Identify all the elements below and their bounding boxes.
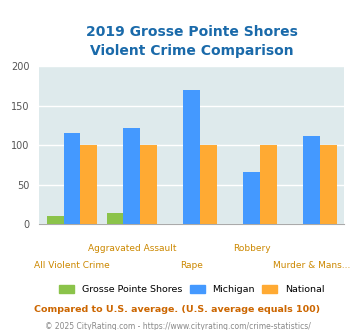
Bar (183, 90, 200, 224)
Bar (64, 133, 80, 224)
Bar (260, 145, 277, 224)
Bar (243, 172, 260, 224)
Text: All Violent Crime: All Violent Crime (34, 260, 110, 270)
Text: © 2025 CityRating.com - https://www.cityrating.com/crime-statistics/: © 2025 CityRating.com - https://www.city… (45, 322, 310, 330)
Text: Robbery: Robbery (233, 244, 271, 253)
Legend: Grosse Pointe Shores, Michigan, National: Grosse Pointe Shores, Michigan, National (59, 284, 324, 294)
Text: Aggravated Assault: Aggravated Assault (88, 244, 176, 253)
Bar (303, 136, 320, 224)
Bar (80, 145, 97, 224)
Bar (107, 213, 124, 224)
Bar (140, 145, 157, 224)
Bar (47, 216, 64, 224)
Bar (320, 145, 337, 224)
Text: Rape: Rape (180, 260, 203, 270)
Bar (124, 128, 140, 224)
Bar (200, 145, 217, 224)
Text: Murder & Mans...: Murder & Mans... (273, 260, 350, 270)
Title: 2019 Grosse Pointe Shores
Violent Crime Comparison: 2019 Grosse Pointe Shores Violent Crime … (86, 25, 297, 58)
Text: Compared to U.S. average. (U.S. average equals 100): Compared to U.S. average. (U.S. average … (34, 305, 321, 314)
